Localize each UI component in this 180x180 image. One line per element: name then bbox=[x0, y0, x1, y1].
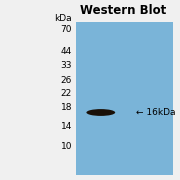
Text: 14: 14 bbox=[61, 122, 72, 131]
Text: Western Blot: Western Blot bbox=[80, 4, 166, 17]
Text: kDa: kDa bbox=[54, 14, 72, 23]
Text: 22: 22 bbox=[61, 89, 72, 98]
Text: 33: 33 bbox=[60, 61, 72, 70]
Bar bbox=[76, 22, 173, 175]
Text: ← 16kDa: ← 16kDa bbox=[136, 108, 176, 117]
Text: 18: 18 bbox=[60, 103, 72, 112]
Text: 70: 70 bbox=[60, 25, 72, 34]
Text: 26: 26 bbox=[61, 76, 72, 85]
Ellipse shape bbox=[86, 109, 115, 116]
Text: 44: 44 bbox=[61, 47, 72, 56]
Text: 10: 10 bbox=[60, 142, 72, 151]
